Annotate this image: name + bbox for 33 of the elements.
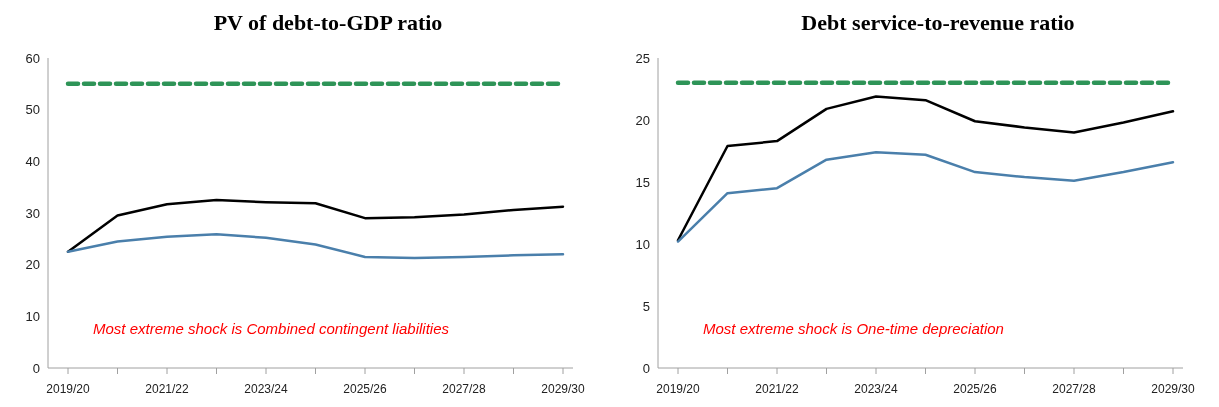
x-tick-label: 2027/28 [442, 381, 487, 396]
x-tick-label: 2025/26 [953, 381, 998, 396]
y-tick-label: 0 [32, 360, 40, 376]
line-series [676, 150, 1175, 243]
chart-title: Debt service-to-revenue ratio [800, 9, 1076, 37]
y-tick-label: 50 [25, 102, 40, 118]
y-tick-label: 25 [635, 50, 650, 66]
x-tick-label: 2027/28 [1052, 381, 1097, 396]
line-series [66, 232, 565, 260]
y-tick-label: 20 [25, 257, 40, 273]
line-series [676, 95, 1175, 242]
line-series [66, 198, 565, 253]
y-tick-label: 10 [25, 308, 40, 324]
y-tick-label: 0 [642, 360, 650, 376]
x-tick-label: 2019/20 [656, 381, 701, 396]
x-tick-label: 2019/20 [46, 381, 91, 396]
y-tick-label: 5 [642, 298, 650, 314]
y-tick-label: 60 [25, 50, 40, 66]
x-tick-label: 2021/22 [755, 381, 800, 396]
y-tick-label: 15 [635, 174, 650, 190]
y-tick-label: 40 [25, 153, 40, 169]
x-tick-label: 2023/24 [244, 381, 289, 396]
y-tick-label: 30 [25, 205, 40, 221]
x-tick-label: 2021/22 [145, 381, 190, 396]
x-tick-label: 2025/26 [343, 381, 388, 396]
x-tick-label: 2029/30 [1151, 381, 1196, 396]
y-tick-label: 10 [635, 236, 650, 252]
x-tick-label: 2023/24 [854, 381, 899, 396]
chart-title: PV of debt-to-GDP ratio [212, 9, 444, 37]
x-tick-label: 2029/30 [541, 381, 586, 396]
annotation: Most extreme shock is Combined contingent liabilities [93, 320, 449, 337]
y-tick-label: 20 [635, 112, 650, 128]
annotation: Most extreme shock is One-time depreciation [703, 320, 1004, 337]
